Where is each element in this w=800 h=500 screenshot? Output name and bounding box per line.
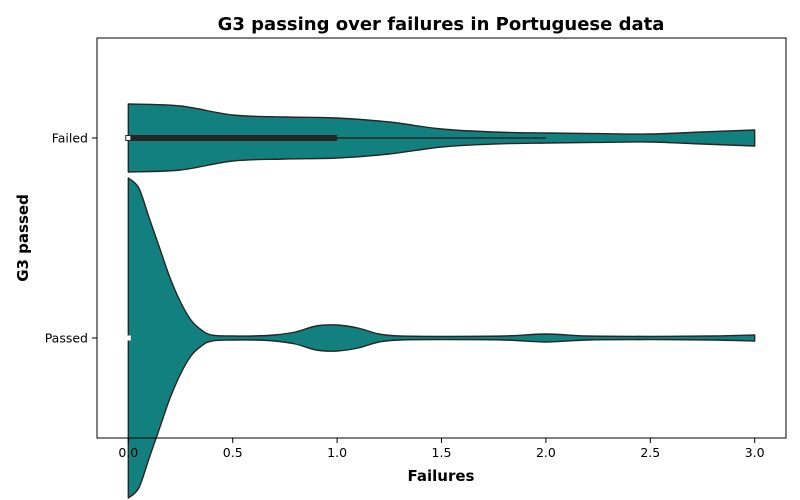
x-tick-label: 0.0 bbox=[118, 445, 138, 460]
violin-passed bbox=[125, 177, 756, 499]
plot-frame bbox=[96, 37, 787, 439]
chart-title: G3 passing over failures in Portuguese d… bbox=[218, 14, 665, 35]
y-axis-label: G3 passed bbox=[14, 194, 32, 282]
y-tick-label: Failed bbox=[52, 131, 88, 146]
x-tick-label: 2.5 bbox=[640, 445, 660, 460]
x-tick-label: 2.0 bbox=[536, 445, 556, 460]
median-marker-passed bbox=[125, 335, 131, 341]
x-tick-label: 1.0 bbox=[327, 445, 347, 460]
x-axis: 0.0 0.5 1.0 1.5 2.0 2.5 3.0 bbox=[118, 438, 765, 460]
violin-body-passed bbox=[127, 177, 756, 499]
x-tick-label: 0.5 bbox=[223, 445, 243, 460]
median-marker-failed bbox=[125, 135, 132, 141]
x-tick-label: 3.0 bbox=[745, 445, 765, 460]
x-axis-label: Failures bbox=[408, 467, 475, 485]
plot-area bbox=[125, 103, 756, 499]
y-axis: Failed Passed bbox=[45, 131, 97, 346]
y-tick-label: Passed bbox=[45, 331, 88, 346]
violin-failed bbox=[125, 103, 756, 173]
x-tick-label: 1.5 bbox=[432, 445, 452, 460]
